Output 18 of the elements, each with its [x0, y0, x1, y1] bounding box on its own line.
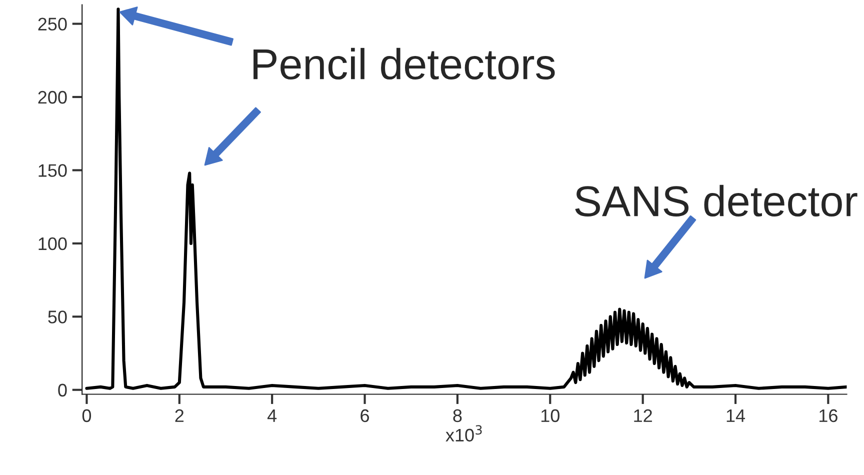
x-tick-label: 0 — [82, 409, 92, 422]
y-tick-label: 200 — [38, 90, 67, 104]
y-tick-label: 0 — [58, 384, 67, 397]
annotation: Pencil detectors — [254, 48, 555, 80]
x-tick-label: 10 — [541, 409, 560, 422]
annotation: SANS detector — [575, 184, 858, 217]
y-tick-label: 150 — [38, 164, 67, 177]
y-tick-label: 100 — [38, 237, 67, 250]
x-tick-label: 12 — [634, 409, 652, 422]
x-axis-title: x10$^{3}$ — [446, 425, 482, 442]
x-tick-label: 4 — [267, 409, 277, 422]
x-tick-label: 14 — [726, 409, 746, 422]
x-tick-label: 2 — [175, 409, 184, 422]
y-tick-label: 250 — [38, 18, 67, 31]
x-tick-label: 6 — [360, 409, 369, 422]
x-tick-label: 8 — [453, 409, 462, 422]
y-tick-label: 50 — [48, 310, 67, 324]
x-tick-label: 16 — [820, 409, 838, 422]
